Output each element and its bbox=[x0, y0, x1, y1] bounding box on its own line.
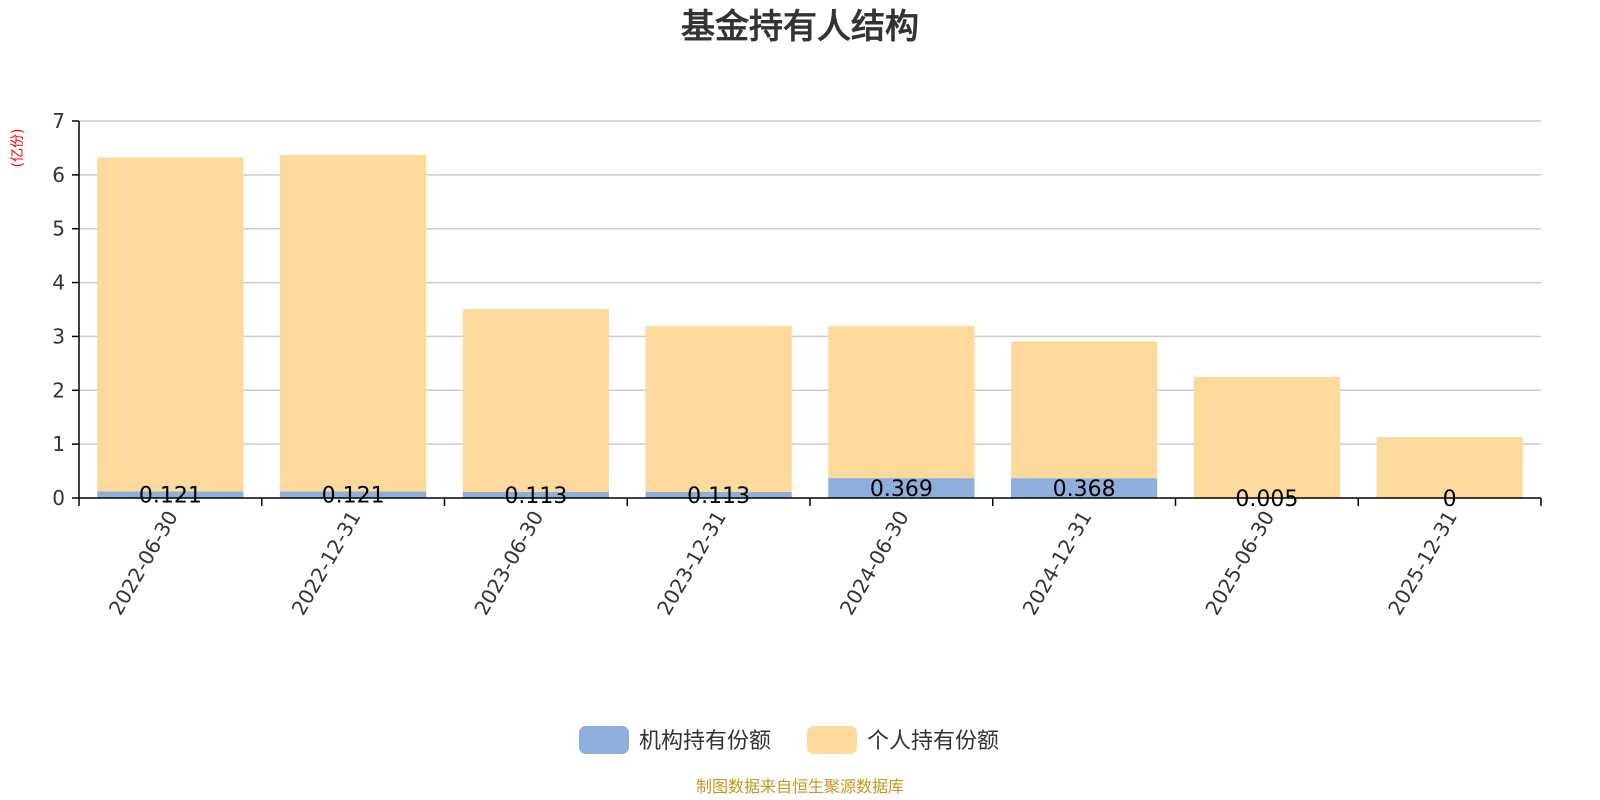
x-tick-label: 2024-12-31 bbox=[1018, 507, 1097, 620]
bar-institutional[interactable] bbox=[645, 491, 792, 498]
y-tick-label: 4 bbox=[52, 271, 65, 295]
legend-label[interactable]: 机构持有份额 bbox=[639, 729, 771, 754]
y-tick-label: 5 bbox=[52, 217, 65, 241]
y-tick-label: 7 bbox=[52, 109, 65, 133]
data-label: 0.369 bbox=[870, 477, 933, 502]
bars bbox=[97, 154, 1523, 498]
y-tick-label: 1 bbox=[52, 432, 65, 456]
x-tick-label: 2023-12-31 bbox=[652, 507, 731, 620]
data-label: 0.113 bbox=[687, 484, 750, 509]
axes: 0 1 2 3 4 5 6 7 2022-06-30 2022-12-31 2023-06-30 20… bbox=[52, 109, 1542, 620]
y-tick-label: 0 bbox=[52, 486, 65, 510]
y-tick-label: 6 bbox=[52, 163, 65, 187]
y-tick-label: 2 bbox=[52, 378, 65, 402]
bar-institutional[interactable] bbox=[280, 491, 427, 498]
bar-individual[interactable] bbox=[462, 308, 609, 492]
data-label: 0.121 bbox=[139, 484, 202, 509]
y-axis-unit-label: (亿份) bbox=[10, 129, 26, 168]
x-tick-label: 2022-06-30 bbox=[104, 507, 183, 620]
x-tick-label: 2022-12-31 bbox=[287, 507, 366, 620]
bar-individual[interactable] bbox=[1193, 376, 1340, 498]
legend-swatch-institutional[interactable] bbox=[579, 726, 629, 754]
bar-individual[interactable] bbox=[97, 157, 244, 492]
data-label: 0 bbox=[1443, 487, 1457, 512]
x-tick-label: 2024-06-30 bbox=[835, 507, 914, 620]
y-tick-label: 3 bbox=[52, 324, 65, 348]
bar-individual[interactable] bbox=[645, 326, 792, 492]
bar-institutional[interactable] bbox=[828, 478, 975, 498]
legend-swatch-individual[interactable] bbox=[807, 726, 857, 754]
legend-label[interactable]: 个人持有份额 bbox=[867, 729, 999, 754]
x-tick-label: 2023-06-30 bbox=[469, 507, 548, 620]
bar-institutional[interactable] bbox=[1011, 478, 1158, 498]
bar-institutional[interactable] bbox=[97, 491, 244, 498]
data-label: 0.121 bbox=[322, 484, 385, 509]
value-labels: 0.121 0.121 0.113 0.113 0.369 0.368 0.005 0 bbox=[139, 477, 1457, 512]
data-label: 0.113 bbox=[504, 484, 567, 509]
bar-institutional[interactable] bbox=[462, 491, 609, 498]
bar-individual[interactable] bbox=[280, 154, 427, 492]
bar-individual[interactable] bbox=[1376, 437, 1523, 498]
data-label: 0.368 bbox=[1053, 477, 1116, 502]
x-tick-label: 2025-06-30 bbox=[1200, 507, 1279, 620]
legend[interactable]: 机构持有份额 个人持有份额 bbox=[579, 726, 999, 754]
chart-title: 基金持有人结构 bbox=[681, 7, 919, 47]
bar-individual[interactable] bbox=[828, 326, 975, 479]
x-tick-label: 2025-12-31 bbox=[1383, 507, 1462, 620]
data-source-note: 制图数据来自恒生聚源数据库 bbox=[696, 777, 904, 796]
bar-individual[interactable] bbox=[1011, 341, 1158, 479]
data-label: 0.005 bbox=[1235, 487, 1298, 512]
